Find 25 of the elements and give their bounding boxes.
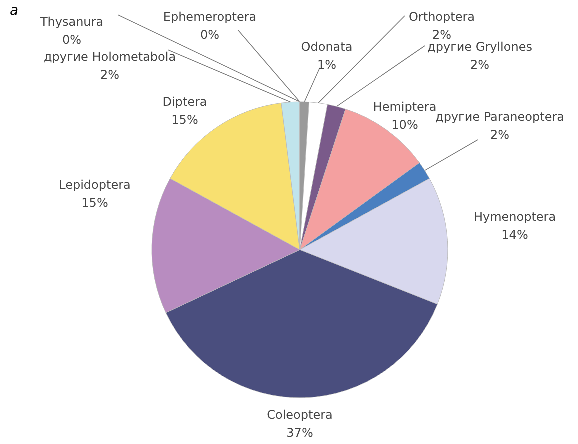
slice-label: другие Gryllones: [428, 40, 532, 54]
slice-label: другие Holometabola: [44, 50, 176, 64]
data-label: 2%: [470, 58, 490, 72]
chart-title: a: [10, 3, 19, 19]
slice-label: Coleoptera: [267, 408, 333, 422]
slice-label: Orthoptera: [408, 10, 476, 24]
slice-label: Hymenoptera: [474, 210, 556, 224]
data-label: 15%: [172, 113, 198, 127]
slice-label: Odonata: [301, 40, 353, 54]
data-label: 1%: [317, 58, 337, 72]
text: 0%: [200, 28, 220, 42]
slice-label: другие Paraneoptera: [436, 110, 564, 124]
data-label: 37%: [286, 426, 314, 440]
category-label: Ephemeroptera: [163, 10, 257, 24]
data-label: 14%: [502, 228, 528, 242]
slice-label: Diptera: [162, 95, 208, 109]
data-label: 10%: [392, 118, 418, 132]
category-label: Thysanura: [40, 15, 104, 29]
text: 0%: [62, 33, 82, 47]
data-label: 2%: [100, 68, 120, 82]
data-label: 2%: [490, 128, 510, 142]
slice-label: Lepidoptera: [59, 178, 131, 192]
data-label: 15%: [82, 196, 108, 210]
data-label: 2%: [432, 28, 452, 42]
slice-label: Hemiptera: [373, 100, 437, 114]
